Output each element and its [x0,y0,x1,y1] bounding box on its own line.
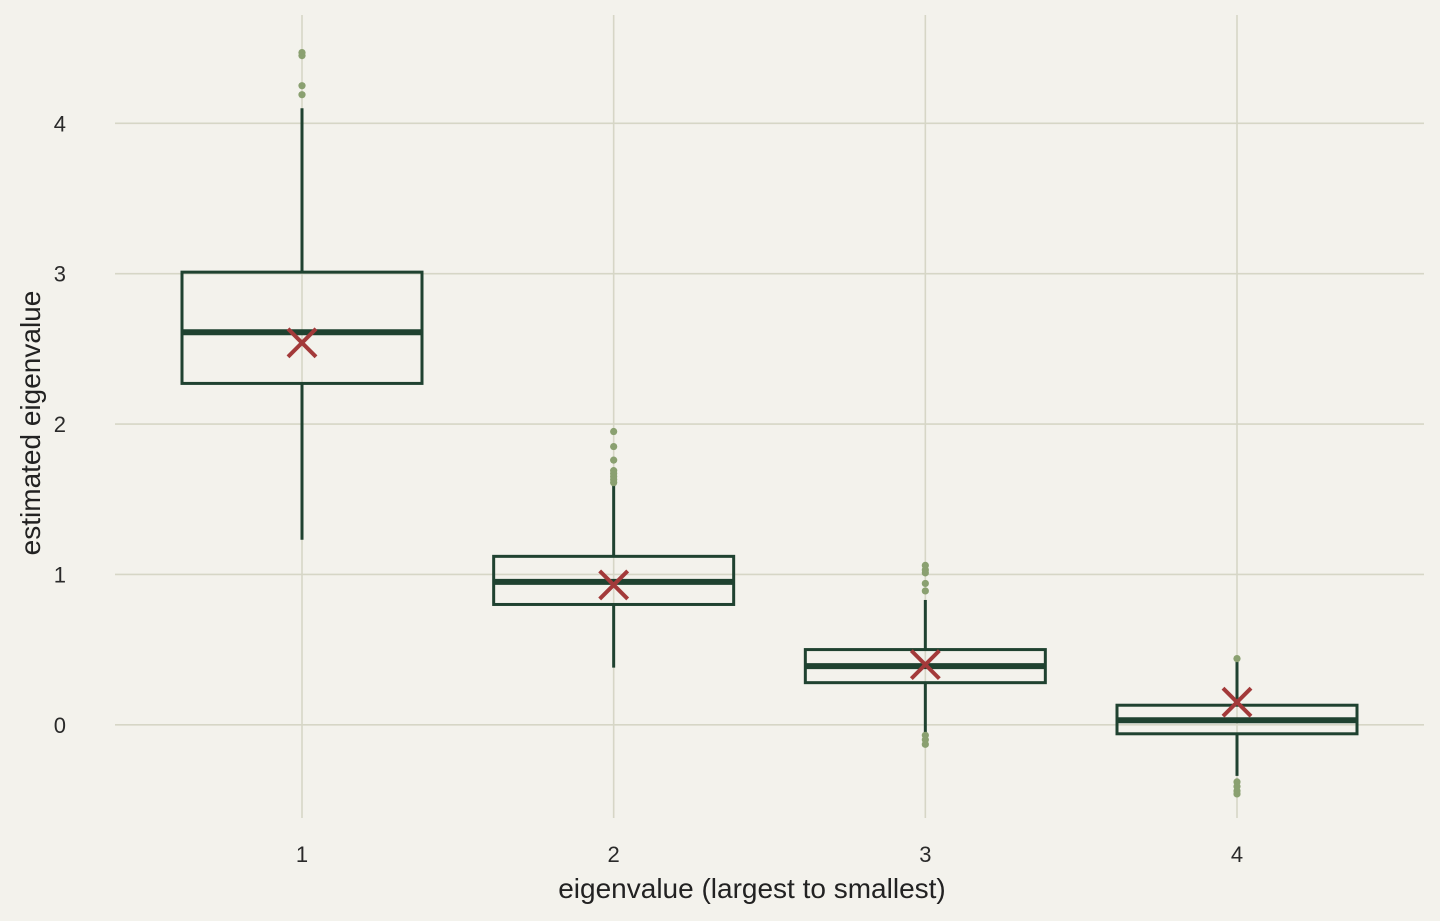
x-tick-label: 1 [296,842,308,867]
x-axis-ticks: 1 2 3 4 [296,842,1243,867]
box-iqr [180,270,424,385]
y-tick-label: 4 [54,111,66,136]
box-1 [180,48,424,540]
mean-marker-stroke [909,649,941,681]
grid [115,15,1424,818]
box-4 [1115,655,1359,798]
outlier-point [1233,790,1241,798]
boxes [180,48,1359,798]
mean-marker-stroke [286,327,318,359]
outlier-point [298,48,306,57]
x-tick-label: 2 [608,842,620,867]
x-axis-title: eigenvalue (largest to smallest) [558,873,946,904]
outlier-point [610,427,618,436]
mean-marker [286,327,318,359]
mean-marker [598,569,630,601]
outlier-point [921,740,929,748]
y-tick-label: 0 [54,713,66,738]
mean-marker-stroke [598,569,630,601]
box-3 [803,561,1047,748]
x-tick-label: 3 [919,842,931,867]
outlier-point [921,579,929,588]
y-axis-ticks: 0 1 2 3 4 [54,111,66,737]
x-tick-label: 4 [1231,842,1243,867]
y-axis-title: estimated eigenvalue [15,291,46,556]
y-tick-label: 3 [54,262,66,287]
outlier-point [298,91,306,99]
outlier-point [921,587,929,595]
box-2 [492,427,736,668]
outlier-point [1233,655,1241,663]
outlier-point [610,456,618,464]
outlier-point [921,569,929,577]
mean-marker-stroke [1221,686,1253,718]
outlier-point [298,82,306,90]
outlier-point [610,479,618,487]
mean-marker [909,649,941,681]
outlier-point [610,442,618,451]
mean-marker [1221,686,1253,718]
y-tick-label: 1 [54,562,66,587]
y-tick-label: 2 [54,412,66,437]
